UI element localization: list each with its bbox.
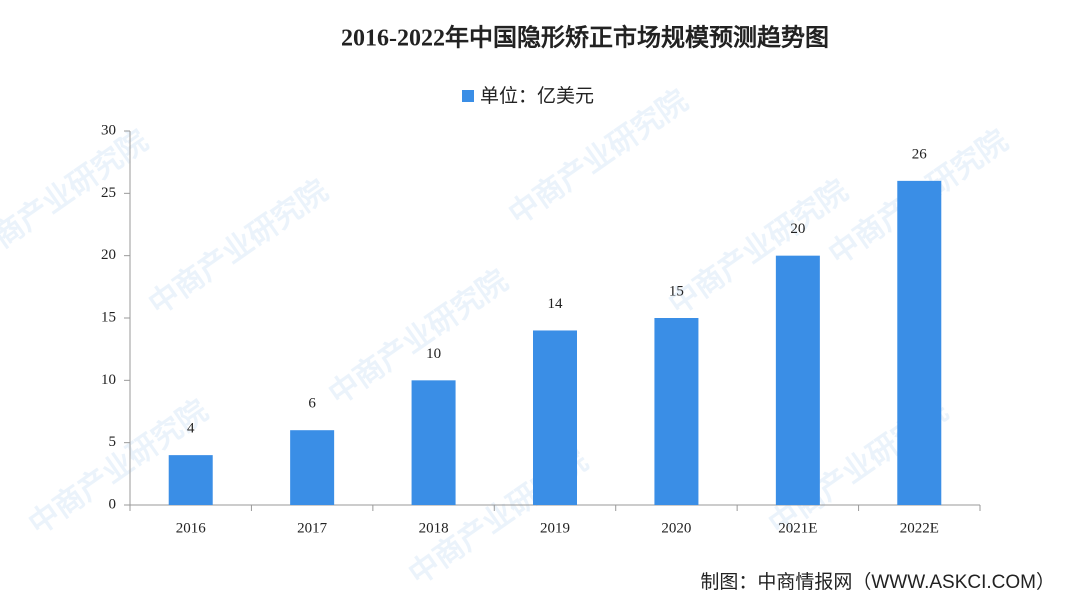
watermark: 中商产业研究院 — [0, 123, 154, 271]
y-tick-label: 15 — [101, 309, 116, 325]
bar — [654, 318, 699, 505]
source: 制图：中商情报网（WWW.ASKCI.COM） — [700, 571, 1055, 593]
bar — [897, 180, 942, 505]
y-tick-label: 20 — [101, 247, 116, 263]
value-label: 4 — [187, 421, 195, 437]
y-tick-label: 0 — [109, 496, 117, 512]
x-tick-label: 2016 — [176, 520, 207, 536]
bar — [411, 380, 456, 505]
y-tick-label: 10 — [101, 372, 116, 388]
y-tick-label: 30 — [101, 122, 116, 138]
x-tick-label: 2020 — [661, 520, 691, 536]
bar — [775, 255, 820, 505]
legend-label: 单位：亿美元 — [480, 85, 594, 107]
chart-title: 2016-2022年中国隐形矫正市场规模预测趋势图 — [341, 24, 829, 52]
value-label: 26 — [912, 146, 928, 162]
x-tick-label: 2017 — [297, 520, 328, 536]
bar — [168, 455, 213, 505]
x-tick-label: 2019 — [540, 520, 570, 536]
x-tick-label: 2021E — [778, 520, 817, 536]
legend-swatch — [462, 90, 474, 102]
bar — [290, 430, 335, 505]
watermark: 中商产业研究院 — [142, 173, 334, 321]
value-label: 20 — [790, 221, 805, 237]
value-label: 14 — [548, 296, 564, 312]
value-label: 15 — [669, 283, 684, 299]
y-tick-label: 25 — [101, 185, 116, 201]
x-tick-label: 2022E — [900, 520, 939, 536]
bar — [533, 330, 577, 505]
y-tick-label: 5 — [109, 434, 117, 450]
value-label: 6 — [308, 396, 316, 412]
value-label: 10 — [426, 346, 441, 362]
x-tick-label: 2018 — [419, 520, 449, 536]
